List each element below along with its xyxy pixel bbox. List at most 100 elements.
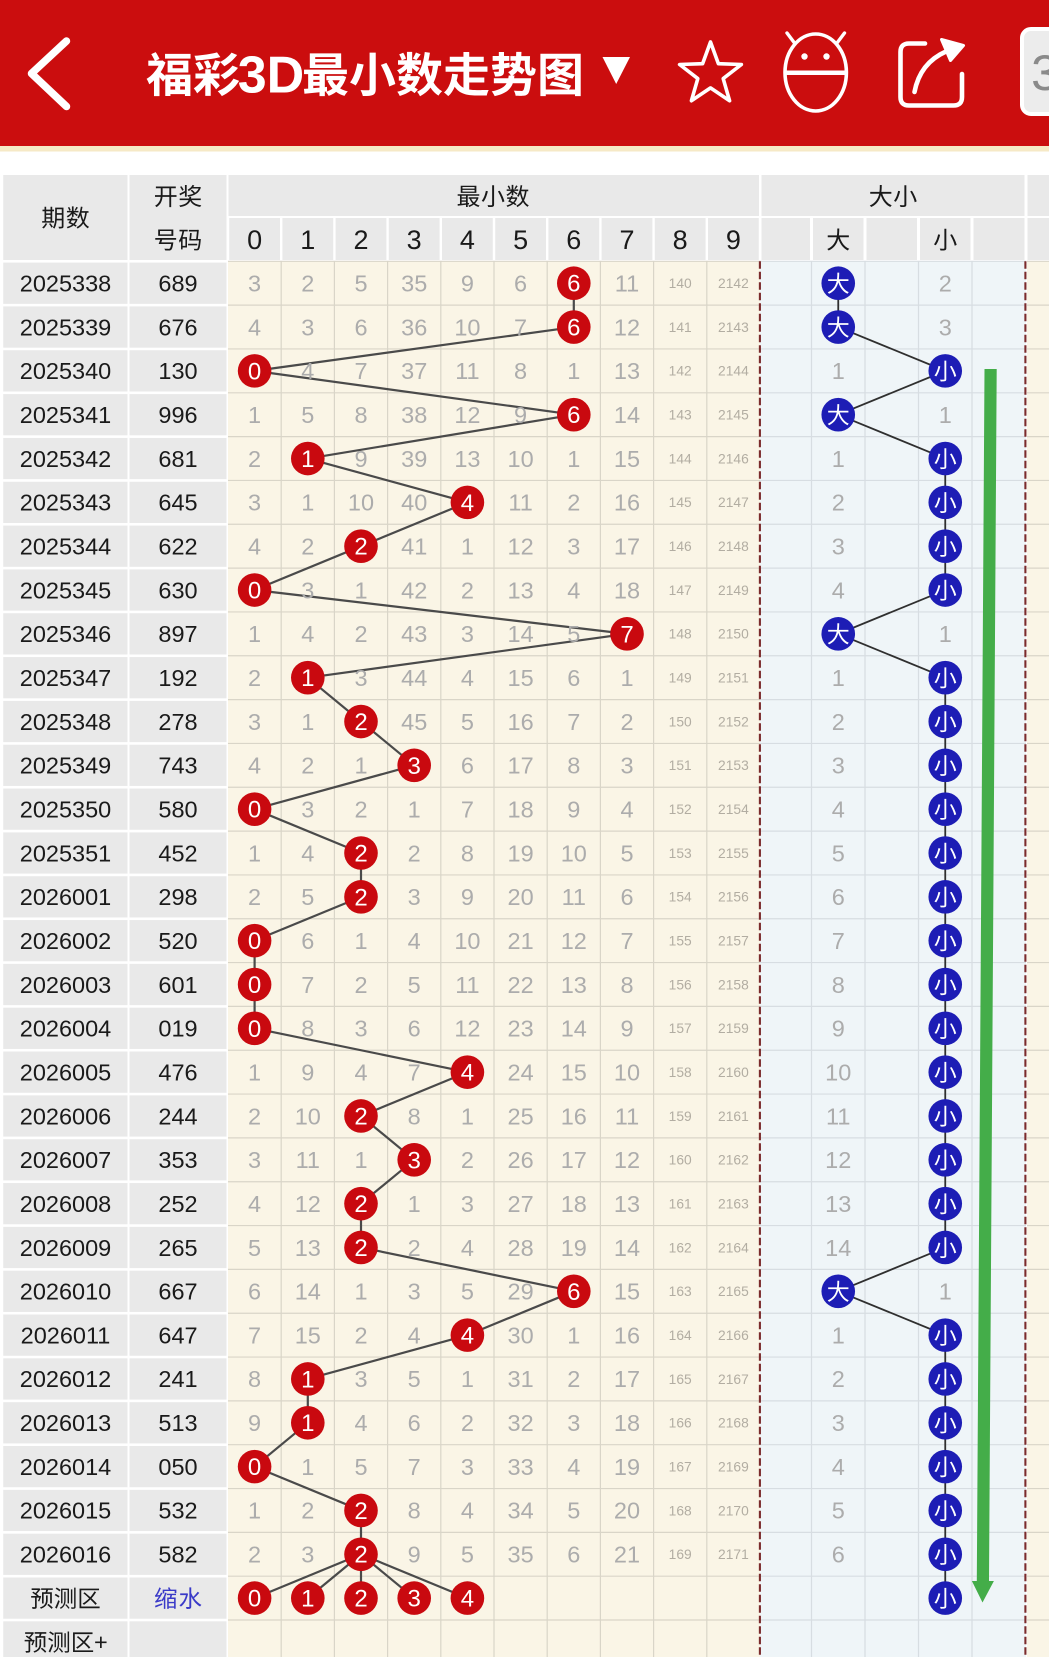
svg-text:4: 4 <box>461 490 474 517</box>
svg-text:5: 5 <box>461 1279 474 1305</box>
svg-text:6: 6 <box>461 753 474 779</box>
svg-text:4: 4 <box>620 796 633 822</box>
svg-text:13: 13 <box>508 577 534 603</box>
svg-text:12: 12 <box>614 1147 640 1173</box>
svg-text:30: 30 <box>508 1322 534 1348</box>
svg-text:2: 2 <box>832 1366 845 1392</box>
svg-text:244: 244 <box>158 1103 197 1129</box>
svg-text:7: 7 <box>354 358 367 384</box>
svg-text:4: 4 <box>248 314 261 340</box>
svg-text:019: 019 <box>158 1016 197 1042</box>
svg-text:13: 13 <box>614 358 640 384</box>
svg-text:1: 1 <box>301 709 314 735</box>
svg-text:3: 3 <box>408 753 421 780</box>
svg-text:5: 5 <box>567 621 580 647</box>
svg-text:2025339: 2025339 <box>20 314 112 340</box>
svg-text:3: 3 <box>1031 45 1049 101</box>
svg-text:18: 18 <box>614 1410 640 1436</box>
svg-text:1: 1 <box>354 928 367 954</box>
svg-text:149: 149 <box>669 671 692 686</box>
svg-text:+: + <box>94 1629 108 1655</box>
svg-text:11: 11 <box>562 884 586 910</box>
svg-text:168: 168 <box>669 1503 692 1518</box>
svg-text:130: 130 <box>158 358 197 384</box>
svg-text:5: 5 <box>354 1454 367 1480</box>
svg-text:2: 2 <box>354 1103 367 1130</box>
svg-text:13: 13 <box>825 1191 851 1217</box>
svg-text:143: 143 <box>669 408 692 423</box>
svg-text:4: 4 <box>408 928 421 954</box>
svg-text:452: 452 <box>158 840 197 866</box>
svg-text:2: 2 <box>354 796 367 822</box>
svg-text:2026006: 2026006 <box>20 1103 112 1129</box>
svg-text:161: 161 <box>669 1197 692 1212</box>
svg-text:689: 689 <box>158 270 197 296</box>
svg-text:601: 601 <box>158 972 197 998</box>
svg-text:2: 2 <box>408 840 421 866</box>
svg-text:2159: 2159 <box>718 1021 749 1036</box>
svg-text:1: 1 <box>248 1059 261 1085</box>
svg-text:1: 1 <box>301 446 314 473</box>
svg-text:42: 42 <box>401 577 427 603</box>
svg-text:1: 1 <box>832 446 845 472</box>
svg-text:2: 2 <box>353 225 368 255</box>
svg-text:7: 7 <box>461 796 474 822</box>
svg-text:16: 16 <box>614 490 640 516</box>
svg-text:11: 11 <box>826 1103 850 1129</box>
svg-text:2154: 2154 <box>718 802 749 817</box>
svg-text:252: 252 <box>158 1191 197 1217</box>
svg-text:1: 1 <box>939 621 952 647</box>
svg-text:3: 3 <box>407 225 422 255</box>
svg-text:45: 45 <box>401 709 427 735</box>
svg-text:5: 5 <box>461 709 474 735</box>
svg-text:160: 160 <box>669 1153 692 1168</box>
svg-text:278: 278 <box>158 709 197 735</box>
svg-text:2: 2 <box>567 1366 580 1392</box>
svg-text:17: 17 <box>561 1147 587 1173</box>
svg-text:2025346: 2025346 <box>20 621 112 647</box>
svg-text:7: 7 <box>619 225 634 255</box>
svg-text:2: 2 <box>939 270 952 296</box>
svg-text:1: 1 <box>354 1147 367 1173</box>
svg-text:645: 645 <box>158 490 197 516</box>
svg-text:5: 5 <box>248 1235 261 1261</box>
svg-text:37: 37 <box>401 358 427 384</box>
svg-text:6: 6 <box>620 884 633 910</box>
svg-text:2: 2 <box>461 1410 474 1436</box>
svg-text:2147: 2147 <box>718 495 749 510</box>
svg-text:0: 0 <box>248 972 261 999</box>
svg-text:13: 13 <box>295 1235 321 1261</box>
svg-text:163: 163 <box>669 1284 692 1299</box>
svg-text:2026013: 2026013 <box>20 1410 112 1436</box>
svg-text:7: 7 <box>620 928 633 954</box>
svg-text:2: 2 <box>248 1103 261 1129</box>
svg-text:1: 1 <box>354 577 367 603</box>
svg-text:353: 353 <box>158 1147 197 1173</box>
svg-text:2170: 2170 <box>718 1503 749 1518</box>
svg-text:158: 158 <box>669 1065 692 1080</box>
svg-text:6: 6 <box>514 270 527 296</box>
svg-text:0: 0 <box>248 358 261 385</box>
svg-text:2: 2 <box>248 665 261 691</box>
svg-text:16: 16 <box>561 1103 587 1129</box>
svg-text:15: 15 <box>508 665 534 691</box>
svg-text:3: 3 <box>354 1366 367 1392</box>
svg-text:2: 2 <box>354 840 367 867</box>
svg-text:681: 681 <box>158 446 197 472</box>
svg-text:6: 6 <box>567 314 580 341</box>
svg-text:050: 050 <box>158 1454 197 1480</box>
svg-text:2: 2 <box>408 1235 421 1261</box>
svg-text:4: 4 <box>354 1059 367 1085</box>
svg-text:44: 44 <box>401 665 427 691</box>
svg-text:1: 1 <box>301 1410 314 1437</box>
svg-text:4: 4 <box>354 1410 367 1436</box>
svg-text:16: 16 <box>614 1322 640 1348</box>
svg-text:5: 5 <box>301 402 314 428</box>
svg-text:9: 9 <box>620 1016 633 1042</box>
svg-text:3: 3 <box>301 577 314 603</box>
svg-text:3: 3 <box>248 709 261 735</box>
svg-text:13: 13 <box>561 972 587 998</box>
svg-text:192: 192 <box>158 665 197 691</box>
svg-text:14: 14 <box>614 1235 640 1261</box>
svg-text:169: 169 <box>669 1547 692 1562</box>
